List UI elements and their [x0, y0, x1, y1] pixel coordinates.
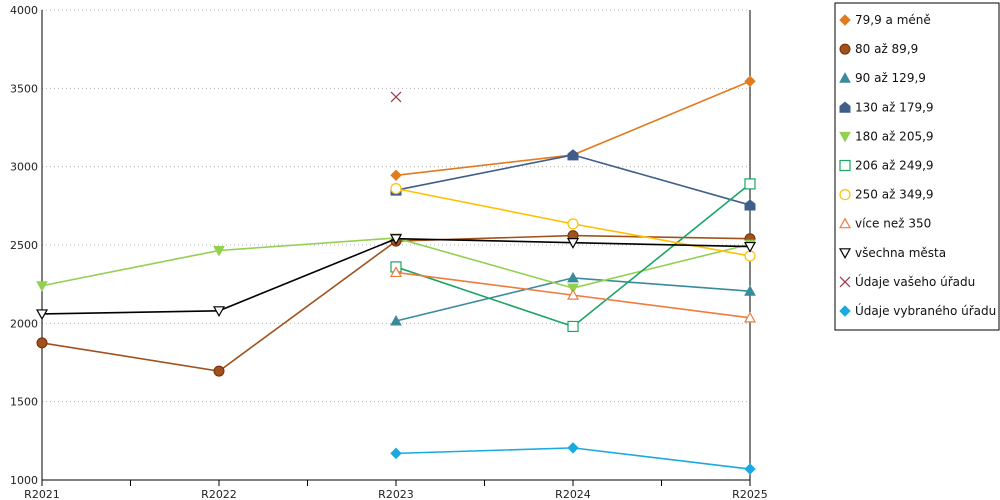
data-point [566, 288, 580, 300]
data-point [389, 266, 403, 278]
legend-label: 250 až 349,9 [855, 188, 934, 202]
legend-item: 250 až 349,9 [839, 188, 934, 202]
legend-item: 79,9 a méně [839, 13, 931, 27]
legend-marker [838, 248, 852, 260]
data-point [744, 285, 756, 296]
x-tick-label: R2025 [732, 488, 768, 500]
y-tick-label: 1500 [10, 396, 38, 409]
y-tick-label: 4000 [10, 4, 38, 17]
legend-item: 90 až 129,9 [839, 71, 926, 85]
y-tick-label: 2000 [10, 317, 38, 330]
x-tick-label: R2021 [24, 488, 60, 500]
data-point [390, 314, 402, 326]
series-layer [35, 75, 757, 475]
data-point [567, 283, 579, 295]
data-point [567, 271, 579, 283]
legend-marker [839, 276, 851, 288]
series [390, 91, 402, 103]
legend-label: 79,9 a méně [855, 13, 931, 27]
series [390, 183, 756, 262]
data-point [567, 218, 579, 230]
series [390, 271, 756, 326]
data-point [213, 365, 225, 377]
legend-marker [839, 72, 851, 83]
data-point [744, 199, 756, 211]
legend-label: Údaje vybraného úřadu [855, 303, 996, 318]
x-tick-label: R2023 [378, 488, 414, 500]
legend-label: více než 350 [855, 217, 931, 231]
legend-marker [839, 14, 851, 26]
series [390, 75, 756, 181]
legend-item: Údaje vašeho úřadu [839, 274, 975, 289]
legend-marker [839, 43, 851, 55]
legend-marker [839, 101, 851, 113]
axes: 1000 1500 2000 2500 3000 3500 4000 R2021 R2022 R2… [10, 4, 768, 500]
series-line [41, 234, 751, 372]
series-line [395, 80, 751, 177]
data-point [566, 238, 580, 249]
data-point [36, 337, 48, 349]
data-point [36, 281, 48, 292]
legend-item: Údaje vybraného úřadu [839, 303, 996, 318]
legend-label: 180 až 205,9 [855, 129, 934, 143]
y-tick-label: 2500 [10, 239, 38, 252]
data-point [744, 463, 756, 475]
y-tick-label: 3500 [10, 82, 38, 95]
legend-marker [839, 159, 851, 172]
series [389, 266, 757, 323]
series-line [395, 154, 751, 206]
legend-marker [839, 131, 851, 143]
data-point [212, 306, 226, 318]
data-point [744, 178, 756, 190]
legend-label: Údaje vašeho úřadu [855, 274, 975, 289]
legend-label: všechna města [855, 246, 946, 260]
legend: 79,9 a méně 80 až 89,9 90 až 129,9 130 až 1… [834, 2, 1000, 331]
series-line [395, 183, 751, 328]
data-point [390, 91, 402, 103]
legend-marker [839, 305, 851, 317]
data-point [567, 320, 579, 333]
x-tick-label: R2024 [555, 488, 591, 500]
legend-label: 80 až 89,9 [855, 42, 918, 56]
series [390, 442, 756, 475]
x-tick-label: R2022 [201, 488, 237, 500]
legend-item: více než 350 [838, 217, 931, 231]
data-point [390, 169, 402, 181]
legend-item: všechna města [838, 246, 946, 260]
grid-lines [42, 9, 750, 403]
legend-item: 206 až 249,9 [839, 159, 934, 173]
data-point [744, 75, 756, 87]
legend-marker [839, 189, 851, 201]
y-tick-label: 1000 [10, 474, 38, 487]
data-point [743, 241, 757, 253]
legend-item: 130 až 179,9 [839, 100, 934, 114]
data-point [390, 447, 402, 460]
legend-label: 206 až 249,9 [855, 159, 934, 173]
data-point [743, 311, 757, 323]
data-point [567, 149, 579, 161]
series [35, 234, 757, 321]
y-tick-label: 3000 [10, 161, 38, 174]
legend-label: 130 až 179,9 [855, 100, 934, 114]
legend-box [834, 2, 1000, 331]
data-point [35, 309, 49, 321]
data-point [389, 234, 403, 245]
series [36, 230, 756, 377]
legend-marker [838, 217, 852, 229]
data-point [567, 442, 579, 454]
series [390, 149, 756, 211]
legend-item: 180 až 205,9 [839, 129, 934, 143]
data-point [390, 183, 402, 195]
legend-label: 90 až 129,9 [855, 71, 926, 85]
data-point [213, 245, 225, 257]
legend-item: 80 až 89,9 [839, 42, 918, 56]
